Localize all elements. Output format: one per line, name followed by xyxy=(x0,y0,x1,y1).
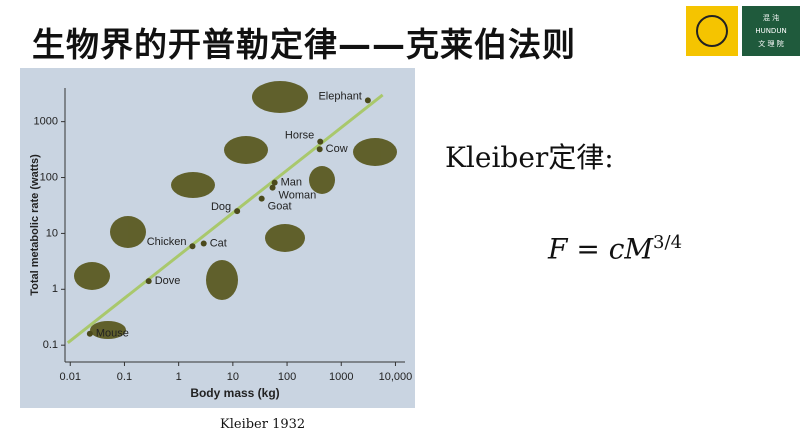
logo-line: HUNDUN xyxy=(755,27,787,35)
point-label: Goat xyxy=(268,200,292,212)
x-tick-label: 0.1 xyxy=(117,371,132,383)
chart-background xyxy=(20,68,415,408)
data-point xyxy=(200,240,207,247)
x-tick-label: 1 xyxy=(176,371,182,383)
data-point xyxy=(317,138,324,145)
y-tick-label: 1 xyxy=(52,283,58,295)
data-point xyxy=(234,208,241,215)
data-point xyxy=(271,179,278,186)
formula-exponent: 3/4 xyxy=(653,232,683,253)
data-point xyxy=(86,330,93,337)
x-tick-label: 10 xyxy=(227,371,239,383)
point-label: Horse xyxy=(285,129,314,141)
point-label: Dog xyxy=(211,201,231,213)
x-tick-label: 100 xyxy=(278,371,296,383)
y-tick-label: 0.1 xyxy=(43,339,58,351)
chart: 0.01 0.1 1 10 100 1000 10,000 0.1 1 10 100 1000 Body… xyxy=(20,68,415,408)
point-label: Dove xyxy=(155,275,181,287)
animal-silhouettes xyxy=(74,81,397,339)
point-label: Cow xyxy=(326,143,348,155)
data-point xyxy=(189,243,196,250)
logo-line: 文 理 院 xyxy=(758,40,784,48)
x-tick-label: 0.01 xyxy=(60,371,81,383)
y-axis-title: Total metabolic rate (watts) xyxy=(29,154,41,296)
data-point xyxy=(145,278,152,285)
caption: Kleiber 1932 xyxy=(220,417,306,432)
law-label: Kleiber定律: xyxy=(445,141,614,174)
x-tick-label: 10,000 xyxy=(379,371,413,383)
point-label: Man xyxy=(281,177,302,189)
point-label: Woman xyxy=(279,190,317,202)
x-tick-label: 1000 xyxy=(329,371,353,383)
logo-line: 混 沌 xyxy=(762,14,780,22)
y-tick-label: 10 xyxy=(46,227,58,239)
slide-title: 生物界的开普勒定律——克莱伯法则 xyxy=(32,25,576,64)
data-point xyxy=(269,184,276,191)
data-point xyxy=(364,97,371,104)
formula: F = cM3/4 xyxy=(548,232,682,265)
x-axis-title: Body mass (kg) xyxy=(190,386,279,400)
point-label: Chicken xyxy=(147,236,187,248)
logo-text: 混 沌 HUNDUN 文 理 院 xyxy=(742,6,800,56)
point-label: Mouse xyxy=(96,328,129,340)
formula-base: F = cM xyxy=(548,232,654,266)
logo-mark xyxy=(686,6,738,56)
trend-line xyxy=(66,93,384,345)
data-point xyxy=(258,195,265,202)
logo-icon xyxy=(696,15,728,47)
y-tick-label: 1000 xyxy=(34,116,58,128)
data-point xyxy=(316,146,323,153)
y-tick-label: 100 xyxy=(40,171,58,183)
point-label: Cat xyxy=(210,237,227,249)
point-label: Elephant xyxy=(318,90,361,102)
